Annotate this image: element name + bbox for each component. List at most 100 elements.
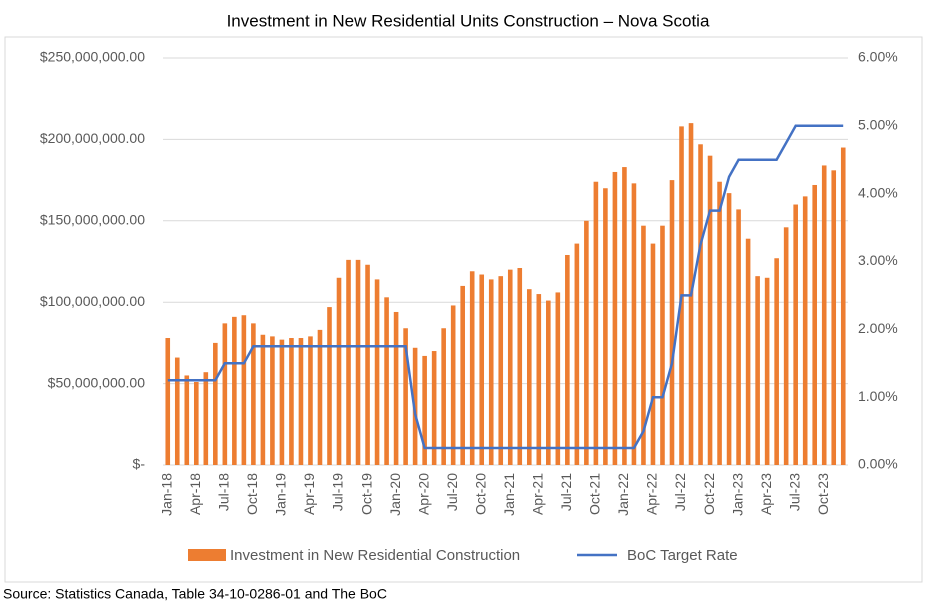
bar xyxy=(441,328,446,465)
bar xyxy=(526,289,532,465)
x-tick-label: Jan-19 xyxy=(273,473,289,516)
bar xyxy=(336,277,342,465)
y2-tick-label: 2.00% xyxy=(858,320,898,336)
bar xyxy=(374,279,380,465)
bar xyxy=(450,305,456,465)
bar xyxy=(603,188,608,466)
rate-line xyxy=(167,124,844,450)
bar xyxy=(793,204,798,465)
x-tick-label: Apr-19 xyxy=(301,473,317,515)
y-tick-label: $50,000,000.00 xyxy=(48,374,146,390)
bar xyxy=(241,315,247,465)
bar xyxy=(669,180,675,465)
bar xyxy=(736,209,741,465)
y-tick-label: $250,000,000.00 xyxy=(40,49,145,65)
bar xyxy=(840,147,846,466)
bar xyxy=(717,181,722,465)
y2-tick-label: 3.00% xyxy=(858,252,898,268)
bar xyxy=(251,323,256,465)
bar xyxy=(165,338,171,465)
x-tick-label: Apr-20 xyxy=(415,473,431,515)
bar xyxy=(565,254,570,465)
bar xyxy=(222,323,228,465)
bar xyxy=(593,181,599,465)
bar xyxy=(327,307,332,465)
bar xyxy=(631,183,637,465)
bar xyxy=(584,220,589,465)
bar xyxy=(755,276,760,465)
y-tick-label: $200,000,000.00 xyxy=(40,130,145,146)
bar xyxy=(174,357,180,465)
bar xyxy=(289,338,294,465)
bar xyxy=(641,225,646,465)
x-tick-label: Oct-19 xyxy=(358,473,374,515)
y2-tick-label: 1.00% xyxy=(858,388,898,404)
y-tick-label: $- xyxy=(133,456,146,472)
bar xyxy=(783,227,789,465)
bar xyxy=(317,329,323,465)
legend-label: BoC Target Rate xyxy=(627,547,738,564)
bar xyxy=(232,316,237,465)
x-tick-label: Jul-18 xyxy=(216,473,232,511)
x-tick-label: Jul-22 xyxy=(672,473,688,511)
chart-title: Investment in New Residential Units Cons… xyxy=(227,11,710,30)
bar xyxy=(612,171,618,465)
x-tick-label: Jul-20 xyxy=(444,473,460,511)
bar xyxy=(488,279,494,465)
bar xyxy=(536,294,542,465)
bar xyxy=(308,336,313,465)
bar xyxy=(403,328,408,465)
x-tick-label: Jan-22 xyxy=(615,473,631,516)
x-tick-label: Jul-23 xyxy=(786,473,802,511)
bar xyxy=(555,292,561,465)
bar xyxy=(479,274,485,465)
x-tick-label: Apr-22 xyxy=(644,473,660,515)
bar xyxy=(574,243,580,465)
bar xyxy=(698,144,703,465)
chart-frame xyxy=(4,36,923,583)
bar xyxy=(764,277,770,465)
x-tick-label: Oct-23 xyxy=(815,473,831,515)
bar xyxy=(279,339,285,465)
bar xyxy=(298,338,304,465)
y2-tick-label: 5.00% xyxy=(858,117,898,133)
bar xyxy=(203,372,209,465)
bar xyxy=(622,167,627,466)
bar xyxy=(498,276,504,465)
y-tick-label: $100,000,000.00 xyxy=(40,293,145,309)
bar xyxy=(517,268,523,465)
bar xyxy=(745,238,751,465)
x-tick-label: Jan-21 xyxy=(501,473,517,516)
y-tick-label: $150,000,000.00 xyxy=(40,212,145,228)
x-tick-label: Jul-21 xyxy=(558,473,574,511)
x-tick-label: Jan-18 xyxy=(158,473,174,516)
bar xyxy=(213,342,218,465)
y2-tick-label: 4.00% xyxy=(858,184,898,200)
x-tick-label: Oct-21 xyxy=(587,473,603,515)
bar xyxy=(422,355,427,465)
bar xyxy=(812,184,818,465)
bar xyxy=(346,259,351,465)
x-tick-label: Apr-18 xyxy=(187,473,203,515)
x-tick-label: Oct-22 xyxy=(701,473,717,515)
bar xyxy=(365,264,370,465)
bar xyxy=(831,170,837,465)
x-tick-label: Jan-20 xyxy=(387,473,403,516)
bar xyxy=(469,271,475,465)
bar xyxy=(802,196,808,465)
bar xyxy=(726,193,732,465)
bar xyxy=(650,243,656,465)
y2-tick-label: 6.00% xyxy=(858,49,898,65)
bar xyxy=(460,285,465,465)
bar xyxy=(507,269,513,465)
bar xyxy=(821,165,827,465)
bar xyxy=(431,351,437,465)
source-note: Source: Statistics Canada, Table 34-10-0… xyxy=(3,586,387,602)
bar xyxy=(546,300,551,465)
bar xyxy=(184,375,190,465)
bar xyxy=(774,258,779,465)
x-tick-label: Apr-23 xyxy=(758,473,774,515)
x-tick-label: Oct-20 xyxy=(472,473,488,515)
